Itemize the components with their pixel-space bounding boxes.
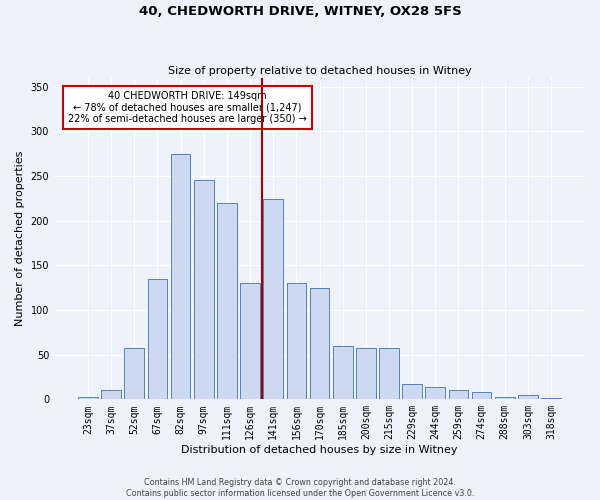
Bar	[171, 154, 190, 400]
Y-axis label: Number of detached properties: Number of detached properties	[15, 151, 25, 326]
Bar	[310, 288, 329, 400]
Bar	[240, 283, 260, 400]
Bar	[78, 396, 98, 400]
Bar	[495, 396, 515, 400]
Text: Contains HM Land Registry data © Crown copyright and database right 2024.
Contai: Contains HM Land Registry data © Crown c…	[126, 478, 474, 498]
Bar	[379, 348, 399, 400]
Bar	[472, 392, 491, 400]
Bar	[518, 395, 538, 400]
Bar	[287, 283, 306, 400]
Bar	[217, 203, 237, 400]
Bar	[194, 180, 214, 400]
Bar	[124, 348, 144, 400]
Bar	[425, 387, 445, 400]
Bar	[356, 348, 376, 400]
Bar	[402, 384, 422, 400]
Text: 40, CHEDWORTH DRIVE, WITNEY, OX28 5FS: 40, CHEDWORTH DRIVE, WITNEY, OX28 5FS	[139, 5, 461, 18]
Bar	[263, 199, 283, 400]
Bar	[333, 346, 353, 400]
Title: Size of property relative to detached houses in Witney: Size of property relative to detached ho…	[167, 66, 472, 76]
Text: 40 CHEDWORTH DRIVE: 149sqm
← 78% of detached houses are smaller (1,247)
22% of s: 40 CHEDWORTH DRIVE: 149sqm ← 78% of deta…	[68, 91, 307, 124]
Bar	[148, 278, 167, 400]
X-axis label: Distribution of detached houses by size in Witney: Distribution of detached houses by size …	[181, 445, 458, 455]
Bar	[449, 390, 468, 400]
Bar	[101, 390, 121, 400]
Bar	[541, 398, 561, 400]
